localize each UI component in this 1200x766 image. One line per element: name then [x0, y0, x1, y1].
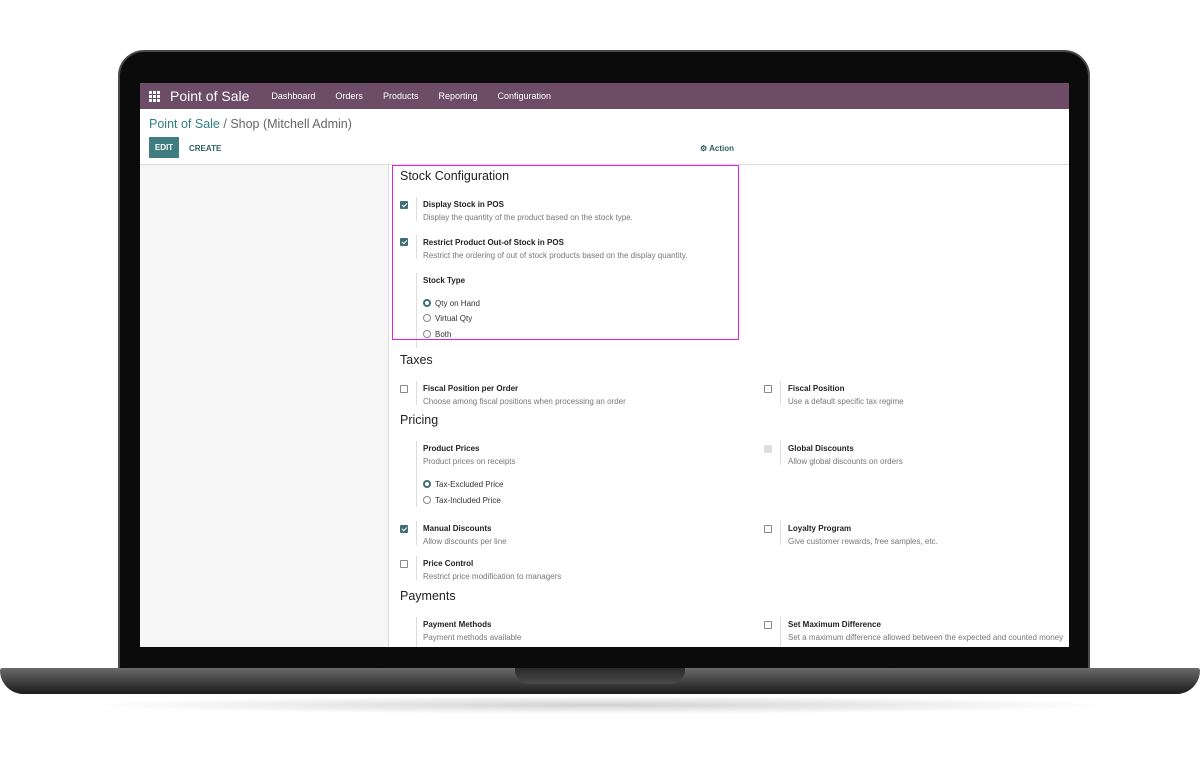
menu-reporting[interactable]: Reporting [438, 91, 478, 101]
fp-desc: Use a default specific tax regime [788, 397, 904, 406]
edit-button[interactable]: EDIT [149, 137, 179, 158]
separator [416, 521, 417, 545]
restrict-stock-checkbox[interactable] [400, 238, 408, 246]
display-stock-desc: Display the quantity of the product base… [423, 213, 633, 222]
action-button[interactable]: ⚙ Action [700, 144, 734, 153]
global-discounts-label: Global Discounts [788, 444, 854, 453]
payment-methods-label: Payment Methods [423, 620, 492, 629]
separator [416, 235, 417, 259]
separator [416, 273, 417, 348]
separator [780, 441, 781, 465]
separator [780, 381, 781, 405]
global-discounts-checkbox[interactable] [764, 445, 772, 453]
separator [780, 521, 781, 545]
menu-products[interactable]: Products [382, 91, 419, 101]
price-control-label: Price Control [423, 559, 474, 568]
menu-orders[interactable]: Orders [335, 91, 363, 101]
max-difference-checkbox[interactable] [764, 621, 772, 629]
breadcrumb-parent[interactable]: Point of Sale [149, 117, 220, 131]
section-title-payments: Payments [400, 589, 456, 603]
radio-label: Tax-Included Price [435, 496, 501, 505]
radio-both[interactable] [423, 330, 431, 338]
separator [416, 617, 417, 647]
manual-discounts-desc: Allow discounts per line [423, 537, 507, 546]
separator [416, 381, 417, 405]
restrict-stock-desc: Restrict the ordering of out of stock pr… [423, 251, 688, 260]
radio-label: Tax-Excluded Price [435, 480, 504, 489]
apps-grid-icon[interactable] [149, 90, 160, 102]
display-stock-checkbox[interactable] [400, 201, 408, 209]
breadcrumb-current: / Shop (Mitchell Admin) [223, 117, 352, 131]
section-title-taxes: Taxes [400, 353, 433, 367]
radio-label: Virtual Qty [435, 314, 473, 323]
create-button[interactable]: CREATE [189, 144, 222, 153]
radio-label: Qty on Hand [435, 299, 480, 308]
payment-methods-desc: Payment methods available [423, 633, 522, 642]
navbar: Point of Sale Dashboard Orders Products … [140, 83, 1069, 109]
app-title[interactable]: Point of Sale [170, 88, 250, 104]
laptop-shadow [80, 696, 1120, 714]
fpo-desc: Choose among fiscal positions when proce… [423, 397, 626, 406]
global-discounts-desc: Allow global discounts on orders [788, 457, 903, 466]
fiscal-position-checkbox[interactable] [764, 385, 772, 393]
radio-label: Both [435, 330, 452, 339]
display-stock-label: Display Stock in POS [423, 200, 504, 209]
section-title-stock: Stock Configuration [400, 169, 510, 183]
divider [140, 164, 1069, 165]
separator [780, 617, 781, 647]
screen: Point of Sale Dashboard Orders Products … [140, 83, 1069, 647]
left-pane [140, 165, 389, 647]
loyalty-label: Loyalty Program [788, 524, 852, 533]
product-prices-desc: Product prices on receipts [423, 457, 516, 466]
separator [416, 441, 417, 507]
manual-discounts-label: Manual Discounts [423, 524, 492, 533]
separator [416, 197, 417, 221]
manual-discounts-checkbox[interactable] [400, 525, 408, 533]
loyalty-checkbox[interactable] [764, 525, 772, 533]
fpo-label: Fiscal Position per Order [423, 384, 519, 393]
highlight-box [392, 165, 739, 340]
radio-tax-included[interactable] [423, 496, 431, 504]
product-prices-label: Product Prices [423, 444, 480, 453]
radio-virtual-qty[interactable] [423, 314, 431, 322]
loyalty-desc: Give customer rewards, free samples, etc… [788, 537, 938, 546]
menu-dashboard[interactable]: Dashboard [271, 91, 316, 101]
price-control-checkbox[interactable] [400, 560, 408, 568]
fp-label: Fiscal Position [788, 384, 845, 393]
laptop-notch [515, 668, 685, 684]
separator [416, 556, 417, 580]
section-title-pricing: Pricing [400, 413, 439, 427]
restrict-stock-label: Restrict Product Out-of Stock in POS [423, 238, 564, 247]
max-difference-desc: Set a maximum difference allowed between… [788, 633, 1064, 642]
breadcrumb: Point of Sale / Shop (Mitchell Admin) [149, 117, 352, 131]
price-control-desc: Restrict price modification to managers [423, 572, 562, 581]
radio-tax-excluded[interactable] [423, 480, 431, 488]
menu-configuration[interactable]: Configuration [497, 91, 552, 101]
fiscal-position-order-checkbox[interactable] [400, 385, 408, 393]
radio-qty-on-hand[interactable] [423, 299, 431, 307]
max-difference-label: Set Maximum Difference [788, 620, 881, 629]
stock-type-label: Stock Type [423, 276, 466, 285]
